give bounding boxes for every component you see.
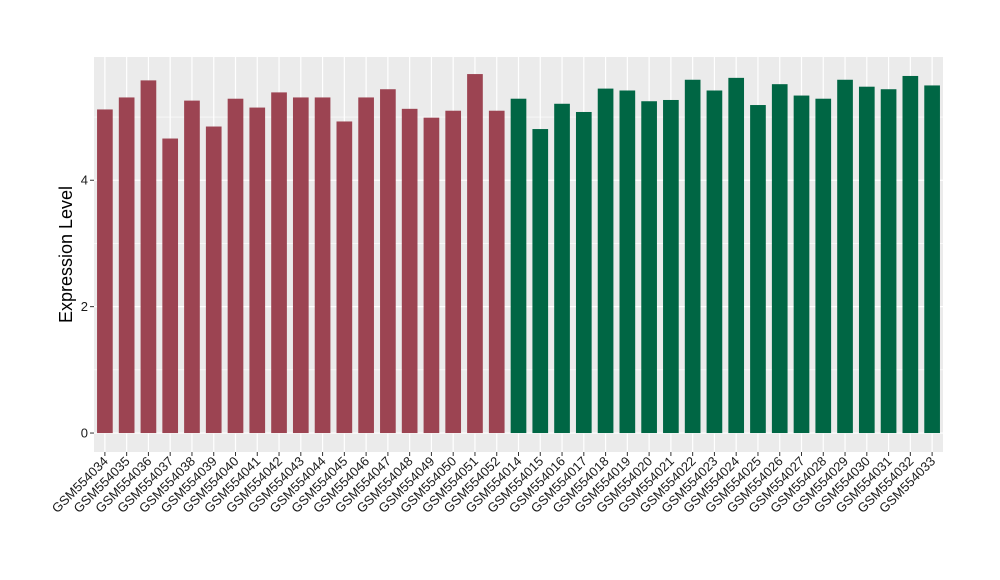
bar-GSM554043 (292, 97, 309, 434)
bar-GSM554027 (793, 95, 810, 434)
bar-GSM554024 (728, 77, 745, 434)
bar-GSM554020 (641, 101, 657, 434)
x-axis: GSM554034GSM554035GSM554036GSM554037GSM5… (49, 452, 938, 516)
bar-GSM554023 (706, 90, 723, 434)
bar-GSM554014 (510, 98, 527, 434)
y-axis-title: Expression Level (56, 186, 76, 323)
y-tick-label: 4 (81, 173, 88, 188)
bar-GSM554025 (750, 105, 766, 434)
bar-GSM554028 (815, 98, 832, 434)
bar-GSM554034 (97, 109, 113, 434)
bar-GSM554051 (467, 74, 483, 434)
bar-GSM554045 (336, 121, 353, 434)
bar-GSM554042 (271, 92, 287, 434)
bar-GSM554019 (619, 90, 636, 434)
bar-GSM554016 (554, 103, 570, 434)
bar-GSM554037 (162, 138, 179, 434)
bar-GSM554049 (423, 117, 440, 434)
bar-GSM554026 (771, 84, 788, 434)
bar-GSM554033 (924, 85, 940, 434)
bar-GSM554021 (663, 99, 679, 434)
bar-GSM554032 (902, 75, 919, 434)
bar-GSM554039 (205, 126, 222, 434)
bar-GSM554050 (445, 110, 462, 434)
bar-GSM554022 (684, 79, 701, 434)
bar-GSM554035 (118, 97, 135, 434)
bar-GSM554041 (249, 107, 266, 434)
bar-GSM554036 (140, 80, 157, 434)
bar-GSM554018 (597, 88, 614, 434)
bar-GSM554017 (575, 111, 592, 434)
bar-GSM554048 (401, 108, 418, 434)
bar-GSM554029 (837, 79, 853, 434)
bar-GSM554015 (532, 129, 549, 434)
bar-GSM554038 (184, 100, 200, 434)
bar-GSM554046 (358, 97, 374, 434)
bar-GSM554040 (227, 98, 244, 434)
bar-GSM554047 (380, 89, 396, 434)
bars (97, 74, 940, 434)
y-axis: 0 2 4 (81, 173, 94, 441)
y-tick-label: 0 (81, 426, 88, 441)
bar-GSM554030 (858, 86, 875, 434)
y-tick-label: 2 (81, 299, 88, 314)
bar-GSM554031 (880, 89, 897, 434)
bar-GSM554044 (314, 97, 331, 434)
bar-GSM554052 (488, 110, 505, 434)
